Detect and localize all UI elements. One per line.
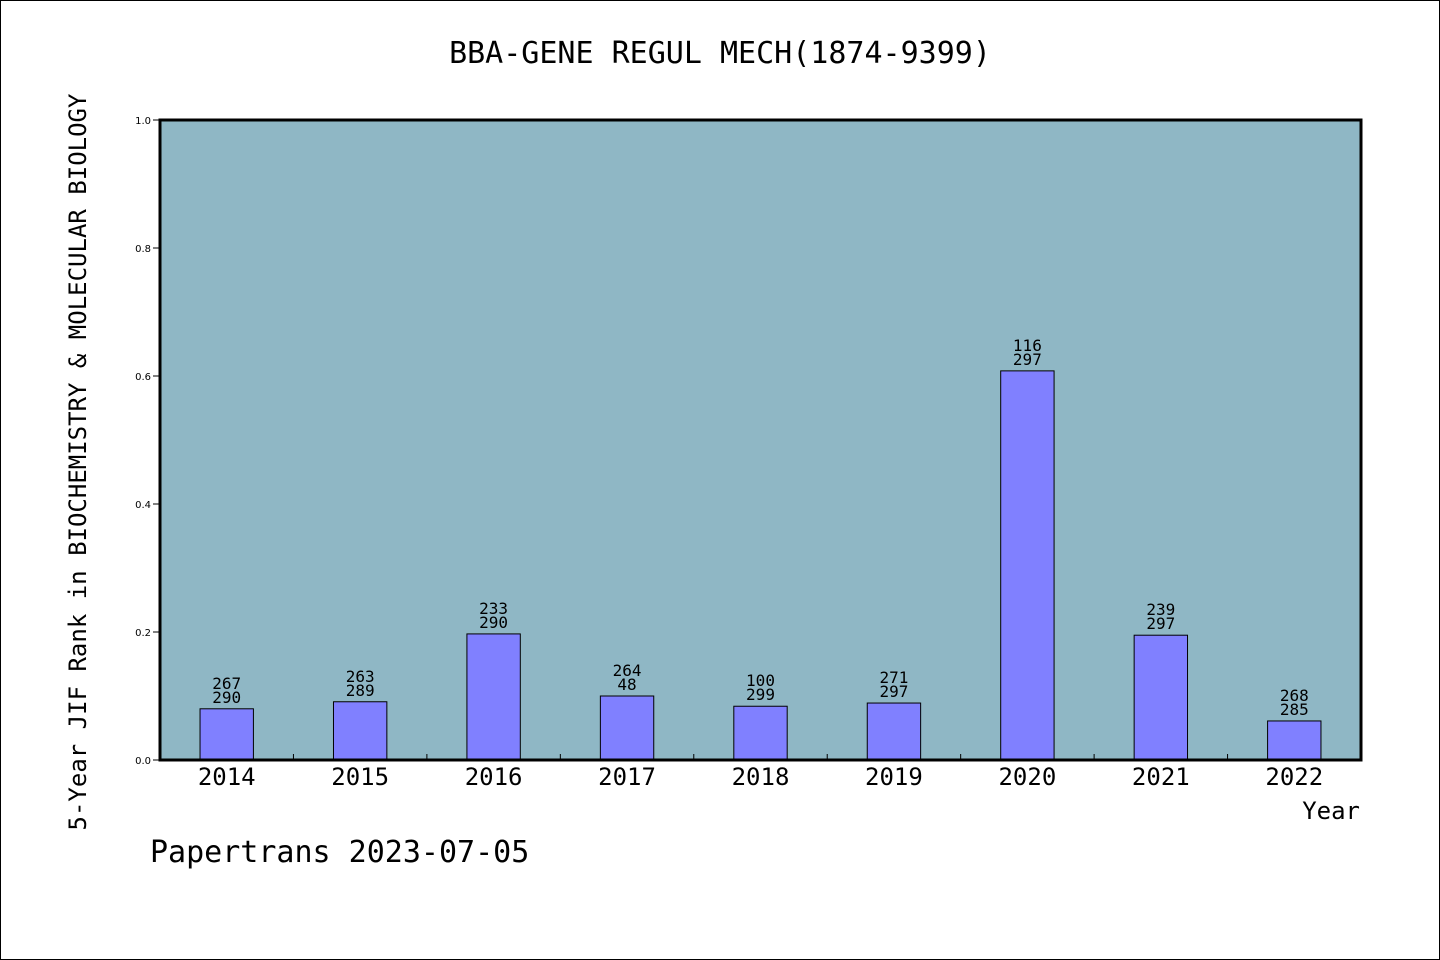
y-tick-label: 0.0 bbox=[135, 756, 151, 767]
x-tick-label: 2016 bbox=[465, 763, 523, 791]
x-tick-label: 2019 bbox=[865, 763, 923, 791]
chart-title: BBA-GENE REGUL MECH(1874-9399) bbox=[449, 36, 991, 71]
bar-2018 bbox=[733, 705, 788, 761]
data-label-total: 297 bbox=[1013, 350, 1042, 369]
data-label-rank: 116 bbox=[1013, 336, 1042, 355]
data-label-total: 297 bbox=[879, 682, 908, 701]
data-label-rank: 271 bbox=[879, 668, 908, 687]
data-label-rank: 100 bbox=[746, 671, 775, 690]
x-tick-label: 2014 bbox=[198, 763, 256, 791]
bar-2015 bbox=[332, 701, 388, 761]
y-tick-label: 0.6 bbox=[135, 372, 151, 383]
data-label-rank: 267 bbox=[212, 674, 241, 693]
data-label-rank: 263 bbox=[346, 667, 375, 686]
bar-2016 bbox=[466, 633, 521, 761]
x-tick-label: 2018 bbox=[732, 763, 790, 791]
bar-2017 bbox=[599, 695, 655, 761]
bar-2014 bbox=[199, 708, 254, 761]
x-tick-label: 2020 bbox=[998, 763, 1056, 791]
plot-border bbox=[158, 118, 1363, 762]
x-axis-label: Year bbox=[1302, 797, 1360, 825]
x-tick-label: 2015 bbox=[331, 763, 389, 791]
data-label-total: 297 bbox=[1146, 614, 1175, 633]
x-tick-label: 2017 bbox=[598, 763, 656, 791]
y-tick-label: 0.2 bbox=[135, 628, 151, 639]
footer-credit: Papertrans 2023-07-05 bbox=[150, 835, 530, 870]
data-label-total: 289 bbox=[346, 681, 375, 700]
data-label-total: 48 bbox=[617, 675, 636, 694]
bar-2020 bbox=[1000, 370, 1055, 761]
bar-2019 bbox=[866, 702, 922, 761]
y-tick-label: 1.0 bbox=[135, 116, 151, 127]
labels-group: 0.00.20.40.60.81.02014267290201526328920… bbox=[135, 116, 1323, 791]
bars-group bbox=[199, 370, 1322, 761]
data-label-total: 285 bbox=[1280, 700, 1309, 719]
x-tick-label: 2022 bbox=[1265, 763, 1323, 791]
data-label-total: 299 bbox=[746, 685, 775, 704]
data-label-total: 290 bbox=[479, 613, 508, 632]
data-label-rank: 268 bbox=[1280, 686, 1309, 705]
x-tick-label: 2021 bbox=[1132, 763, 1190, 791]
y-tick-label: 0.8 bbox=[135, 244, 151, 255]
bar-2021 bbox=[1133, 634, 1189, 761]
bar-2022 bbox=[1267, 720, 1322, 761]
y-tick-label: 0.4 bbox=[135, 500, 151, 511]
data-label-rank: 233 bbox=[479, 599, 508, 618]
data-label-rank: 239 bbox=[1146, 600, 1175, 619]
data-label-rank: 264 bbox=[613, 661, 642, 680]
data-label-total: 290 bbox=[212, 688, 241, 707]
